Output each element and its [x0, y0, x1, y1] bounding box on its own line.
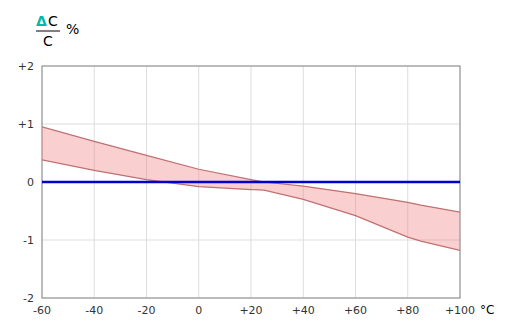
x-tick-label: +60 — [344, 304, 367, 317]
y-tick-label: -2 — [23, 292, 34, 305]
plot-area — [42, 127, 460, 251]
y-tick-label: +2 — [18, 60, 34, 73]
y-label-denominator: C — [43, 33, 53, 49]
y-tick-label: +1 — [18, 118, 34, 131]
x-tick-label: 0 — [195, 304, 202, 317]
y-label-numerator: C — [48, 13, 58, 29]
y-tick-label: -1 — [23, 234, 34, 247]
grid — [42, 66, 460, 298]
band-outline — [42, 127, 460, 212]
x-tick-label: +40 — [292, 304, 315, 317]
x-axis-label: °C — [480, 303, 494, 317]
chart: -60 -40 -20 0 +20 +40 +60 +80 +100 -2 -1 0 +1 +2 °C ΔC%… — [0, 0, 512, 336]
band-outline — [42, 160, 460, 250]
x-tick-label: -40 — [85, 304, 103, 317]
y-label-fraction-bar — [36, 31, 60, 32]
x-tick-label: -20 — [138, 304, 156, 317]
y-grid-line — [42, 240, 460, 241]
y-label-unit: % — [66, 21, 79, 37]
x-tick-label: +100 — [445, 304, 475, 317]
reference-line — [42, 181, 460, 184]
x-tick-label: -60 — [33, 304, 51, 317]
x-tick-label: +20 — [239, 304, 262, 317]
y-tick-label: 0 — [27, 176, 34, 189]
y-grid-line — [42, 124, 460, 125]
y-grid-line — [42, 182, 460, 183]
band-fill — [42, 127, 460, 251]
y-label-delta: Δ — [36, 13, 47, 29]
y-axis-label: ΔC% C — [36, 13, 79, 49]
x-tick-label: +80 — [396, 304, 419, 317]
plot-frame — [42, 66, 460, 298]
